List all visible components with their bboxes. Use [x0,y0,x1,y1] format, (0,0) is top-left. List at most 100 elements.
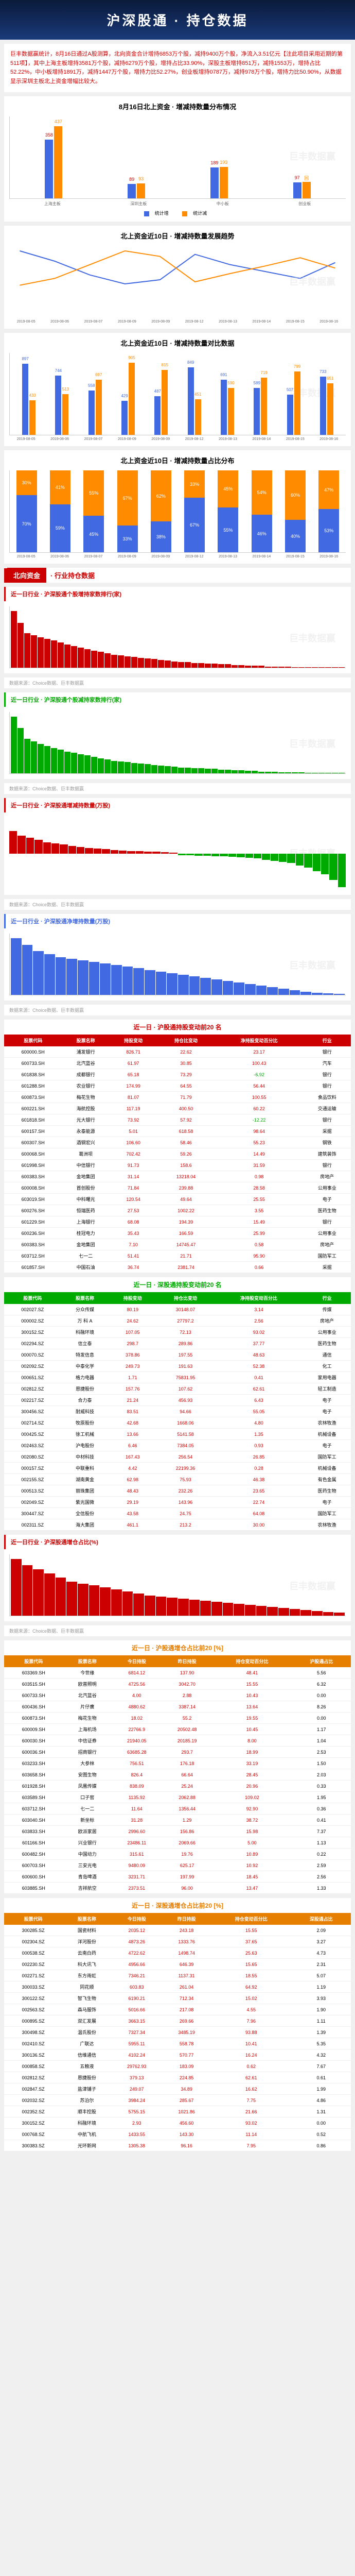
table-row: 000858.SZ五粮液29762.93183.090.627.67 [4,2061,351,2072]
source: 数据来源：Choice数据、巨丰数据赢 [4,1005,351,1015]
table-row: 600383.SH金地集团7.1014745.470.58房地产 [4,1239,351,1250]
table-row: 600030.SH中信证券21940.0520185.198.001.04 [4,1735,351,1747]
table-row: 300136.SZ信维通信4102.24570.7716.244.32 [4,2049,351,2061]
table1-title: 近一日 · 沪股通持股变动前20 名 [4,1020,351,1035]
table-row: 601857.SH中国石油36.742381.740.66采掘 [4,1262,351,1273]
watermark: 巨丰数据赢 [289,275,335,288]
table-row: 300152.SZ科融环境2.93456.6093.020.00 [4,2117,351,2129]
table-row: 603515.SH欧普照明4725.563042.7015.556.32 [4,1679,351,1690]
table-row: 600733.SH北汽蓝谷4.002.8810.430.00 [4,1690,351,1701]
table4-title: 近一日 · 深股通增仓占比前20 [%] [4,1898,351,1913]
chart8-title: 近一日行业 · 沪深股通净增持数量(万股) [4,914,351,928]
table-row: 000425.SZ徐工机械13.665141.581.35机械设备 [4,1429,351,1440]
table-row: 600733.SH北汽蓝谷61.9730.85100.43汽车 [4,1058,351,1069]
table-row: 600009.SH上海机场22766.920502.4810.451.17 [4,1724,351,1735]
table-row: 300447.SZ全信股份43.5824.7564.08国防军工 [4,1508,351,1519]
source: 数据来源：Choice数据、巨丰数据赢 [4,783,351,794]
table-row: 300456.SZ耐威科技83.5194.6655.05电子 [4,1406,351,1417]
chart9-title: 近一日行业 · 沪深股通增仓占比(%) [4,1535,351,1549]
chart5: 巨丰数据赢 [4,601,351,673]
table-row: 600036.SH招商银行63685.28293.718.992.53 [4,1747,351,1758]
watermark: 巨丰数据赢 [289,958,335,972]
table-row: 000070.SZ特发信息378.86197.5548.63通信 [4,1349,351,1361]
chart4-title: 北上资金近10日 · 增减持数量占比分布 [9,455,346,465]
chart1-legend: 统计增 统计减 [9,210,346,216]
table-row: 000513.SZ丽珠集团48.43232.2623.65医药生物 [4,1485,351,1497]
table-row: 000002.SZ万 科 A24.6227797.22.56房地产 [4,1315,351,1327]
table-row: 002812.SZ恩捷股份379.13224.8562.610.61 [4,2072,351,2083]
chart1-title: 8月16日北上资金 · 增减持数量分布情况 [9,101,346,111]
chart9: 巨丰数据赢 [4,1549,351,1621]
page-title: 沪深股通 · 持仓数据 [0,10,355,29]
table-row: 300033.SZ同花顺603.83261.0464.921.19 [4,1981,351,1993]
table-row: 002027.SZ分众传媒80.1930148.073.14传媒 [4,1304,351,1315]
table-row: 600000.SH浦发银行826.7122.6223.17银行 [4,1046,351,1058]
chart3: 北上资金近10日 · 增减持数量对比数据 巨丰数据赢 8974337445135… [4,333,351,446]
section2-header: 北向资金 · 行业持仓数据 [4,568,351,583]
table-row: 600068.SH葛洲坝702.4259.2614.49建筑装饰 [4,1148,351,1160]
table-row: 601818.SH光大银行73.9257.92-12.22银行 [4,1114,351,1126]
table-row: 603589.SH口子窖1135.922062.88109.021.95 [4,1792,351,1803]
table-row: 600873.SH梅花生物81.0771.79100.55食品饮料 [4,1092,351,1103]
table-row: 000895.SZ双汇发展3663.15269.667.961.11 [4,2015,351,2027]
chart2-title: 北上资金近10日 · 增减持数量发展趋势 [9,231,346,241]
table-row: 601229.SH上海银行68.08194.3915.49银行 [4,1216,351,1228]
table-row: 600436.SH片仔癀4880.623387.1413.648.26 [4,1701,351,1713]
source: 数据来源：Choice数据、巨丰数据赢 [4,677,351,688]
table-row: 002311.SZ海大集团461.1213.230.00农林牧渔 [4,1519,351,1531]
page-header: 沪深股通 · 持仓数据 [0,0,355,40]
chart2: 北上资金近10日 · 增减持数量发展趋势 巨丰数据赢 2019-08-05201… [4,226,351,329]
table-row: 002230.SZ科大讯飞4956.66646.3915.652.31 [4,1959,351,1970]
table-row: 002217.SZ合力泰21.24456.936.43电子 [4,1395,351,1406]
table-row: 002032.SZ苏泊尔3984.24285.677.754.86 [4,2095,351,2106]
table-row: 000157.SZ中联重科4.4222199.360.28机械设备 [4,1463,351,1474]
chart1: 8月16日北上资金 · 增减持数量分布情况 巨丰数据赢 358437899318… [4,96,351,222]
table-row: 002155.SZ湖南黄金62.9875.9346.38有色金属 [4,1474,351,1485]
table-row: 002294.SZ信立泰298.7289.8637.77医药生物 [4,1338,351,1349]
table-row: 002049.SZ紫光国微29.19143.9622.74电子 [4,1497,351,1508]
table-row: 300498.SZ温氏股份7327.343485.1993.881.39 [4,2027,351,2038]
table-row: 600157.SH永泰能源5.01618.5898.64采掘 [4,1126,351,1137]
table-row: 300285.SZ国瓷材料2035.12243.1815.552.09 [4,1925,351,1936]
table-row: 002352.SZ顺丰控股5755.151021.8621.661.31 [4,2106,351,2117]
table-row: 002463.SZ沪电股份6.467384.050.93电子 [4,1440,351,1451]
watermark: 巨丰数据赢 [289,737,335,750]
chart4: 北上资金近10日 · 增减持数量占比分布 30%70%41%59%55%45%6… [4,450,351,564]
table-row: 603833.SH欧派家居2996.60156.8615.987.37 [4,1826,351,1837]
table-row: 600221.SH海航控股117.19400.5060.22交通运输 [4,1103,351,1114]
table-row: 600703.SH三安光电9480.09625.1710.922.59 [4,1860,351,1871]
table-row: 600482.SH中国动力315.6119.7610.890.22 [4,1849,351,1860]
table-row: 601166.SH兴业银行23486.112069.665.001.13 [4,1837,351,1849]
intro-text: 巨丰数据赢统计，8月16日通过A股测算，北向资金合计增持6853万个股，减持94… [10,50,345,86]
chart7-title: 近一日行业 · 沪深股通增减持数量(万股) [4,798,351,812]
table-row: 603658.SH安图生物826.466.6428.452.03 [4,1769,351,1781]
watermark: 巨丰数据赢 [289,1579,335,1592]
table-row: 603019.SH中科曙光120.5449.6425.55电子 [4,1194,351,1205]
table-row: 002304.SZ洋河股份4873.261333.7637.653.27 [4,1936,351,1947]
table-row: 002080.SZ中材科技167.43256.5426.85国防军工 [4,1451,351,1463]
table-row: 600600.SH青岛啤酒3231.71197.9918.452.56 [4,1871,351,1883]
table-row: 300152.SZ科融环境107.0572.1393.02公用事业 [4,1327,351,1338]
watermark: 巨丰数据赢 [289,149,335,163]
table-row: 603233.SH大参林756.51176.1833.191.50 [4,1758,351,1769]
table2-title: 近一日 · 深股通持股变动前20 名 [4,1277,351,1292]
table3-title: 近一日 · 沪股通增仓占比前20 [%] [4,1640,351,1655]
table-row: 002410.SZ广联达5955.11558.7810.415.35 [4,2038,351,2049]
table-row: 600008.SH首创股份71.84239.8828.58公用事业 [4,1182,351,1194]
table-row: 002714.SZ牧原股份42.681668.064.80农林牧渔 [4,1417,351,1429]
table-row: 002092.SZ中泰化学249.73191.6352.38化工 [4,1361,351,1372]
table-row: 600307.SH酒钢宏兴106.6058.4655.23钢铁 [4,1137,351,1148]
table-row: 601998.SH中信银行91.73158.631.59银行 [4,1160,351,1171]
table-row: 002271.SZ东方雨虹7346.211137.3118.555.07 [4,1970,351,1981]
section2-tab: 北向资金 [7,568,46,583]
chart6-title: 近一日行业 · 沪深股通个股减持家数排行(家) [4,692,351,707]
table-row: 601928.SH凤凰传媒838.0925.2420.960.33 [4,1781,351,1792]
chart3-title: 北上资金近10日 · 增减持数量对比数据 [9,338,346,348]
chart7: 巨丰数据赢 [4,812,351,895]
chart8: 巨丰数据赢 [4,928,351,1001]
table1: 股票代码股票名称持股变动持仓比变动净持股变动百分比行业600000.SH浦发银行… [4,1035,351,1273]
table-row: 601288.SH农业银行174.9964.5556.44银行 [4,1080,351,1092]
table4: 股票代码股票名称今日持股昨日持股持仓变动百分比深股通占比300285.SZ国瓷材… [4,1913,351,2151]
table-row: 603369.SH今世缘6814.12137.9048.415.56 [4,1667,351,1679]
table-row: 300122.SZ智飞生物6190.21712.3415.023.93 [4,1993,351,2004]
